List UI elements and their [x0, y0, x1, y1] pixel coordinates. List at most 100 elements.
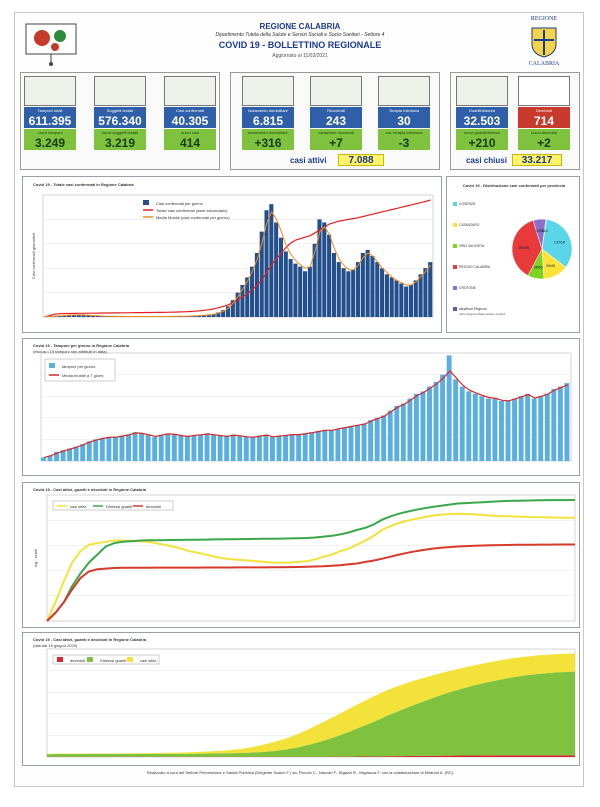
active-cases-value: 7.088 [338, 154, 384, 166]
tile-sub-value: +7 [310, 136, 362, 150]
legend-swatch [143, 200, 149, 205]
bar-daily-tests [361, 423, 367, 461]
tile-sub-label: var. terapia intensiva [378, 129, 430, 136]
tile-label: Tamponi totali [24, 107, 76, 114]
bar-daily-tests [322, 429, 328, 461]
pie-slice-label: 5645 [546, 263, 556, 268]
bar-daily-tests [485, 398, 491, 461]
bar-daily-tests [139, 433, 145, 461]
bar-daily-tests [73, 446, 79, 461]
bar-daily-cases [331, 252, 336, 317]
bar-daily-tests [211, 435, 217, 461]
chart-subtitle: (dati dal 15 giugno 2020) [33, 643, 78, 648]
tile-value: 6.815 [242, 114, 294, 128]
tile-sub-value: +2 [518, 136, 570, 150]
bar-daily-tests [165, 433, 171, 461]
bar-daily-tests [368, 420, 374, 461]
legend-swatch [453, 223, 457, 227]
crest-bottom-text: CALABRIA [528, 61, 560, 67]
chart-title: Covid 19 - Casi attivi, guariti e decedu… [33, 487, 146, 492]
bar-daily-tests [374, 417, 380, 461]
virus-logo-icon [25, 23, 77, 66]
pie-slice-label: 2890 [536, 228, 546, 233]
tile-sub-label: variazione ricoverati [310, 129, 362, 136]
hospital-bed-icon [310, 76, 362, 106]
bar-daily-cases [404, 286, 409, 317]
bar-daily-tests [328, 430, 334, 461]
bar-daily-cases [201, 315, 206, 317]
panel-daily-tests: tamponi per giorno Media mobile a 7 giorn… [22, 338, 580, 476]
bar-daily-tests [531, 398, 537, 461]
tile-sub-label: nuovi guariti/dimessi [456, 129, 508, 136]
daily-tests-chart: tamponi per giorno Media mobile a 7 giorn… [40, 352, 572, 462]
series-line [46, 543, 575, 622]
chart-title: Covid 19 - Totale casi confermati in Reg… [33, 182, 134, 187]
bar-daily-tests [47, 455, 53, 461]
bar-daily-cases [303, 271, 308, 317]
bar-daily-tests [472, 393, 478, 461]
bar-daily-tests [132, 432, 138, 461]
bar-daily-tests [413, 393, 419, 461]
bar-daily-cases [235, 292, 240, 317]
panel-stacked-area: deceduti Dimessi guariti casi attivi Covid… [22, 632, 580, 766]
bar-daily-tests [145, 435, 151, 461]
series-area [47, 671, 575, 757]
tile-sub-label: nuovi soggetti testati [94, 129, 146, 136]
bar-daily-tests [60, 450, 66, 461]
legend-swatch [57, 657, 63, 662]
tile-value: 611.395 [24, 114, 76, 128]
legend-swatch [453, 286, 457, 290]
bar-daily-tests [263, 434, 269, 461]
deceased-stamp-icon [518, 76, 570, 106]
bar-daily-cases [67, 315, 72, 317]
bar-daily-tests [270, 437, 275, 461]
bar-daily-cases [293, 263, 298, 317]
bar-daily-tests [237, 435, 243, 461]
panel-active-recovered-deaths: log - scale casi attivi Dimessi guariti dec… [22, 482, 580, 628]
update-date: 11/03/2021 [303, 53, 328, 59]
bar-daily-tests [427, 386, 432, 461]
legend-box [44, 358, 116, 382]
tile-value: 32.503 [456, 114, 508, 128]
bar-daily-tests [99, 438, 105, 461]
bar-daily-cases [327, 234, 332, 317]
tile-value: 40.305 [164, 114, 216, 128]
bar-daily-cases [76, 314, 81, 317]
bar-daily-tests [544, 393, 550, 461]
bar-daily-tests [86, 441, 92, 461]
pie-slice [541, 218, 547, 250]
tile-sub-value: 414 [164, 136, 216, 150]
panel-province-pie: 13768 5645 3656 15589 2890 114 COSENZA CATANZAR… [446, 176, 580, 333]
intensive-care-icon [378, 76, 430, 106]
pie-slice-label: 114 [541, 228, 548, 233]
y-axis-label: log - scale [33, 548, 38, 567]
legend-label: deceduti [146, 504, 161, 509]
crest-top-text: REGIONE [530, 16, 558, 22]
bar-daily-tests [224, 436, 230, 461]
legend-swatch [49, 363, 55, 368]
legend-label: deceduti [70, 658, 85, 663]
bar-daily-tests [315, 431, 321, 461]
bar-daily-tests [283, 435, 289, 461]
bar-daily-cases [322, 222, 327, 317]
bar-daily-tests [198, 434, 203, 461]
update-line: Aggiornato al 11/03/2021 [0, 53, 600, 59]
bar-daily-tests [250, 437, 256, 461]
bar-daily-tests [466, 391, 472, 461]
bar-daily-tests [446, 355, 452, 461]
legend-swatch [127, 657, 133, 662]
bar-daily-cases [360, 252, 365, 317]
bar-daily-cases [278, 237, 284, 317]
series-total-cases-line [45, 199, 431, 318]
legend-label: tamponi per giorno [62, 364, 96, 369]
bar-daily-tests [355, 425, 360, 461]
bar-daily-tests [348, 426, 354, 461]
bar-daily-tests [440, 374, 446, 461]
series-moving-average-line [45, 210, 431, 318]
bar-daily-cases [288, 259, 293, 317]
bar-daily-cases [216, 312, 221, 317]
bar-daily-tests [400, 403, 406, 461]
legend-label: altra/fuori Regione [459, 307, 487, 311]
pie-slice-label: 15589 [518, 245, 530, 250]
